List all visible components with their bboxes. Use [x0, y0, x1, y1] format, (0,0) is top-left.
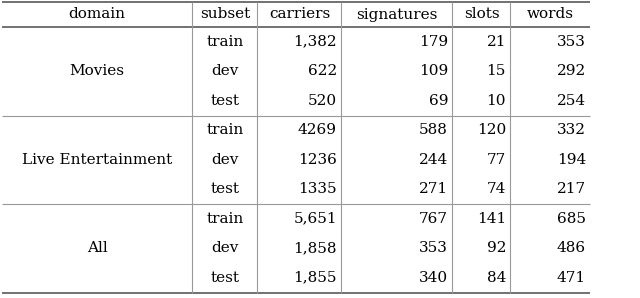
Text: 332: 332 — [557, 123, 586, 137]
Text: 5,651: 5,651 — [293, 212, 337, 226]
Text: 1,382: 1,382 — [293, 35, 337, 49]
Text: All: All — [86, 241, 108, 255]
Text: 622: 622 — [308, 64, 337, 78]
Text: Live Entertainment: Live Entertainment — [22, 153, 172, 167]
Text: 109: 109 — [419, 64, 448, 78]
Text: 77: 77 — [487, 153, 506, 167]
Text: 84: 84 — [486, 271, 506, 285]
Text: 179: 179 — [419, 35, 448, 49]
Text: train: train — [206, 212, 244, 226]
Text: 4269: 4269 — [298, 123, 337, 137]
Text: 1,855: 1,855 — [294, 271, 337, 285]
Text: slots: slots — [464, 7, 499, 21]
Text: 120: 120 — [477, 123, 506, 137]
Text: 21: 21 — [486, 35, 506, 49]
Text: 92: 92 — [486, 241, 506, 255]
Text: 353: 353 — [419, 241, 448, 255]
Text: 254: 254 — [557, 94, 586, 108]
Text: 271: 271 — [419, 182, 448, 196]
Text: 520: 520 — [308, 94, 337, 108]
Text: 244: 244 — [419, 153, 448, 167]
Text: 217: 217 — [557, 182, 586, 196]
Text: train: train — [206, 35, 244, 49]
Text: 194: 194 — [557, 153, 586, 167]
Text: domain: domain — [68, 7, 125, 21]
Text: 353: 353 — [557, 35, 586, 49]
Text: 69: 69 — [429, 94, 448, 108]
Text: 10: 10 — [486, 94, 506, 108]
Text: 1,858: 1,858 — [294, 241, 337, 255]
Text: signatures: signatures — [356, 7, 438, 21]
Text: test: test — [211, 94, 239, 108]
Text: words: words — [527, 7, 574, 21]
Text: 1236: 1236 — [298, 153, 337, 167]
Text: dev: dev — [211, 153, 239, 167]
Text: dev: dev — [211, 241, 239, 255]
Text: test: test — [211, 271, 239, 285]
Text: carriers: carriers — [269, 7, 330, 21]
Text: 588: 588 — [419, 123, 448, 137]
Text: 74: 74 — [486, 182, 506, 196]
Text: dev: dev — [211, 64, 239, 78]
Text: 1335: 1335 — [298, 182, 337, 196]
Text: 340: 340 — [419, 271, 448, 285]
Text: 685: 685 — [557, 212, 586, 226]
Text: test: test — [211, 182, 239, 196]
Text: 292: 292 — [557, 64, 586, 78]
Text: Movies: Movies — [70, 64, 125, 78]
Text: subset: subset — [200, 7, 250, 21]
Text: 486: 486 — [557, 241, 586, 255]
Text: train: train — [206, 123, 244, 137]
Text: 471: 471 — [557, 271, 586, 285]
Text: 767: 767 — [419, 212, 448, 226]
Text: 141: 141 — [477, 212, 506, 226]
Text: 15: 15 — [486, 64, 506, 78]
